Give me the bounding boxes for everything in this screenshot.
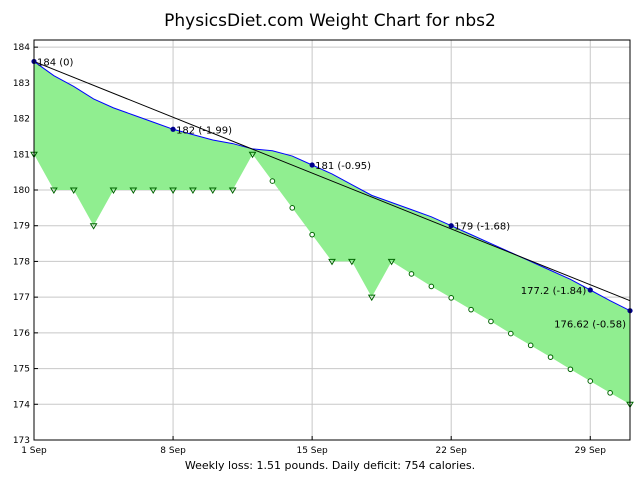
weight-marker — [269, 178, 276, 184]
weight-marker — [149, 187, 158, 194]
weight-marker — [69, 187, 78, 194]
y-tick-label: 183 — [13, 79, 30, 89]
y-tick-label: 181 — [13, 150, 30, 160]
weight-marker — [347, 258, 356, 266]
trend-point — [587, 287, 593, 293]
trend-annotation: 182 (-1.99) — [176, 125, 232, 136]
y-tick-label: 184 — [13, 43, 30, 53]
weight-marker — [328, 258, 336, 266]
y-tick-label: 173 — [13, 436, 30, 446]
weight-marker — [587, 378, 594, 384]
weight-marker — [567, 366, 574, 373]
labels: 173 174 175 176 177 178 179 180 181 182 183 184 1 Se… — [13, 43, 626, 456]
chart-title: PhysicsDiet.com Weight Chart for nbs2 — [164, 11, 496, 31]
y-tick-label: 182 — [13, 115, 30, 125]
trend-annotation: 177.2 (-1.84) — [521, 286, 587, 297]
weight-marker — [387, 258, 396, 266]
weight-marker — [547, 354, 554, 360]
weight-marker — [89, 223, 98, 230]
trend-line — [33, 61, 631, 312]
weight-marker — [408, 271, 415, 277]
y-tick-label: 174 — [13, 400, 30, 410]
weight-marker — [248, 151, 257, 159]
weight-marker — [49, 187, 58, 194]
weight-marker — [189, 187, 197, 194]
y-tick-label: 176 — [13, 329, 30, 339]
weight-marker — [607, 390, 613, 396]
plot-frame — [33, 39, 631, 441]
weight-marker — [468, 306, 474, 313]
weight-marker — [428, 283, 435, 290]
trend-point — [309, 162, 315, 168]
difference-area — [34, 61, 630, 405]
weight-marker — [129, 187, 138, 194]
weight-marker — [309, 231, 315, 238]
y-tick-label: 178 — [13, 257, 30, 267]
weight-marker — [208, 187, 217, 194]
trend-annotation: 176.62 (-0.58) — [554, 320, 626, 331]
weight-marker — [508, 330, 514, 337]
x-tick-label: 1 Sep — [21, 446, 47, 456]
difference-fill — [34, 61, 630, 405]
weight-marker — [228, 187, 237, 194]
lines — [33, 60, 631, 312]
weight-marker — [169, 187, 177, 194]
trend-annotation: 181 (-0.95) — [315, 161, 371, 172]
y-tick-label: 177 — [13, 293, 30, 303]
x-tick-label: 29 Sep — [575, 446, 607, 456]
trend-annotation: 184 (0) — [37, 57, 74, 68]
weight-marker — [289, 205, 296, 211]
x-tick-label: 15 Sep — [296, 446, 328, 456]
x-tick-label: 8 Sep — [160, 446, 186, 456]
weight-marker — [367, 294, 376, 302]
x-tick-label: 22 Sep — [436, 446, 468, 456]
trend-point — [448, 223, 454, 229]
weight-marker — [488, 318, 494, 325]
chart-footer: Weekly loss: 1.51 pounds. Daily deficit:… — [185, 459, 475, 472]
weight-marker — [109, 187, 118, 194]
y-tick-label: 175 — [13, 365, 30, 375]
regression-line — [33, 60, 631, 302]
y-tick-label: 179 — [13, 222, 30, 232]
markers — [30, 58, 634, 409]
weight-marker — [448, 295, 455, 301]
trend-point — [170, 126, 176, 132]
y-tick-label: 180 — [13, 186, 30, 196]
weight-marker — [527, 342, 534, 349]
trend-annotation: 179 (-1.68) — [454, 222, 510, 233]
